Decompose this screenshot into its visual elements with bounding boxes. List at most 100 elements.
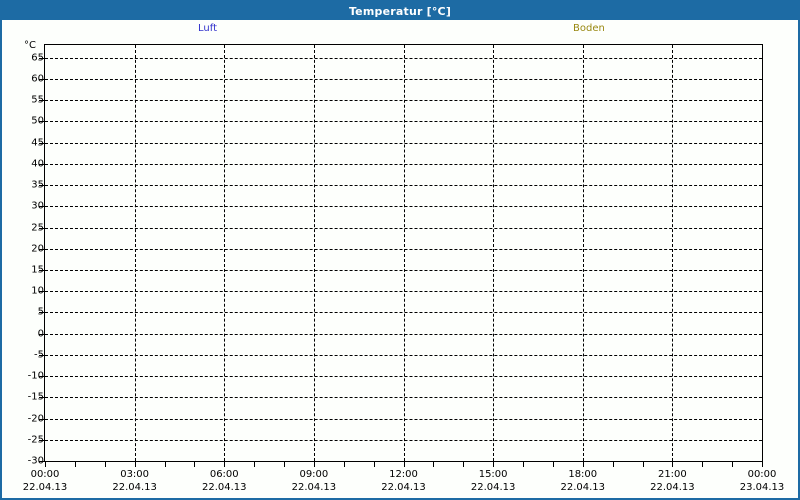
x-axis-tick-minor xyxy=(552,462,554,467)
x-axis-tick-minor xyxy=(343,462,345,467)
y-axis-tick-label: -20 xyxy=(27,413,44,425)
x-axis-tick-time: 09:00 xyxy=(299,469,329,480)
y-axis-tick-mark xyxy=(39,163,44,165)
x-axis-tick-date: 22.04.13 xyxy=(291,482,337,493)
y-axis-tick-label: 50 xyxy=(31,115,44,127)
x-axis-tick-minor xyxy=(284,462,285,467)
y-axis-tick-label: 15 xyxy=(31,264,44,276)
x-axis-tick-major xyxy=(762,462,763,467)
y-axis-tick-mark xyxy=(39,418,44,420)
grid-line-vertical xyxy=(403,45,405,461)
y-axis-tick-label: 10 xyxy=(31,285,44,297)
x-axis-tick-date: 22.04.13 xyxy=(381,482,426,493)
x-axis-tick-time: 06:00 xyxy=(209,469,239,480)
x-axis-tick-minor xyxy=(433,462,435,467)
x-axis-tick-label: 00:00 22.04.13 xyxy=(10,468,80,494)
y-axis-tick-mark xyxy=(39,312,44,314)
x-axis-tick-minor xyxy=(373,462,375,467)
x-axis-tick-label: 12:00 22.04.13 xyxy=(369,468,439,494)
y-axis-tick-mark xyxy=(39,333,44,335)
x-axis-tick-minor xyxy=(523,462,524,467)
y-axis-tick-mark xyxy=(39,121,44,123)
y-axis-tick-label: 45 xyxy=(31,137,44,149)
x-axis-tick-label: 00:00 23.04.13 xyxy=(727,468,797,494)
x-axis-tick-minor xyxy=(74,462,76,467)
x-axis-tick-date: 22.04.13 xyxy=(650,482,695,493)
y-axis-tick-mark xyxy=(39,248,44,250)
x-axis-tick-date: 22.04.13 xyxy=(560,482,606,493)
x-axis-tick-minor xyxy=(642,462,644,467)
x-axis-tick-label: 09:00 22.04.13 xyxy=(279,468,349,494)
x-axis-tick-major xyxy=(493,462,495,467)
x-axis-tick-date: 23.04.13 xyxy=(739,482,785,493)
x-axis-tick-major xyxy=(224,462,226,467)
x-axis-tick-label: 03:00 22.04.13 xyxy=(100,468,170,494)
x-axis-tick-date: 22.04.13 xyxy=(470,482,516,493)
plot-area: °C 65 60 55 50 45 40 35 30 25 20 15 10 5 0 -5 -10 -15 -20… xyxy=(2,36,798,498)
y-axis-tick-label: -30 xyxy=(27,455,44,467)
y-axis-tick-label: 55 xyxy=(31,94,44,106)
y-axis-tick-mark xyxy=(39,376,44,378)
x-axis-tick-minor xyxy=(104,462,106,467)
y-axis: 65 60 55 50 45 40 35 30 25 20 15 10 5 0 -5 -10 -15 -20 -25… xyxy=(2,44,44,467)
y-axis-tick-label: 25 xyxy=(31,222,44,234)
y-axis-tick-mark xyxy=(39,439,44,441)
y-axis-tick-mark xyxy=(39,57,44,59)
y-axis-tick-mark xyxy=(39,142,44,144)
x-axis-tick-label: 21:00 22.04.13 xyxy=(637,468,707,494)
x-axis-tick-major xyxy=(672,462,674,467)
y-axis-tick-label: -25 xyxy=(27,434,44,446)
x-axis-tick-time: 00:00 xyxy=(30,469,60,480)
y-axis-tick-label: 20 xyxy=(31,243,44,255)
x-axis-tick-date: 22.04.13 xyxy=(201,482,247,493)
x-axis-tick-time: 18:00 xyxy=(568,469,598,480)
x-axis-tick-major xyxy=(45,462,46,467)
window-title-bar: Temperatur [°C] xyxy=(2,2,798,20)
y-axis-tick-label: 35 xyxy=(31,179,44,191)
x-axis-tick-minor xyxy=(612,462,614,467)
y-axis-tick-mark xyxy=(39,461,44,462)
y-axis-tick-label: -15 xyxy=(27,391,44,403)
y-axis-tick-label: -10 xyxy=(27,370,44,382)
grid-line-vertical xyxy=(493,45,495,461)
plot-canvas[interactable] xyxy=(44,44,763,462)
y-axis-tick-label: 40 xyxy=(31,158,44,170)
x-axis-tick-date: 22.04.13 xyxy=(22,482,68,493)
grid-line-vertical xyxy=(582,45,584,461)
x-axis-tick-label: 15:00 22.04.13 xyxy=(458,468,528,494)
legend-item-luft[interactable]: Luft xyxy=(198,23,217,34)
y-axis-tick-mark xyxy=(39,100,44,102)
y-axis-tick-mark xyxy=(39,227,44,229)
y-axis-unit-label: °C xyxy=(24,40,36,51)
x-axis-tick-time: 03:00 xyxy=(120,469,150,480)
grid-line-vertical xyxy=(313,45,315,461)
x-axis-tick-minor xyxy=(732,462,734,467)
x-axis-tick-minor xyxy=(702,462,704,467)
x-axis-tick-time: 15:00 xyxy=(478,469,508,480)
x-axis-tick-minor xyxy=(463,462,465,467)
chart-legend: Luft Boden xyxy=(2,20,798,38)
y-axis-tick-label: 65 xyxy=(31,52,44,64)
y-axis-tick-mark xyxy=(39,354,44,356)
y-axis-tick-mark xyxy=(39,397,44,399)
grid-line-vertical xyxy=(672,45,674,461)
y-axis-tick-label: 30 xyxy=(31,200,44,212)
x-axis-tick-minor xyxy=(194,462,196,467)
x-axis-tick-major xyxy=(134,462,136,467)
x-axis-tick-major xyxy=(403,462,405,467)
x-axis-tick-minor xyxy=(164,462,166,467)
y-axis-tick-mark xyxy=(39,185,44,187)
x-axis-tick-label: 06:00 22.04.13 xyxy=(189,468,259,494)
y-axis-tick-mark xyxy=(39,269,44,271)
x-axis-tick-date: 22.04.13 xyxy=(112,482,157,493)
legend-item-boden[interactable]: Boden xyxy=(573,23,605,34)
grid-line-vertical xyxy=(134,45,136,461)
y-axis-tick-mark xyxy=(39,206,44,208)
x-axis-tick-major xyxy=(313,462,315,467)
grid-line-vertical xyxy=(224,45,226,461)
x-axis-tick-minor xyxy=(254,462,256,467)
y-axis-tick-label: 60 xyxy=(31,73,44,85)
x-axis: 00:00 22.04.13 03:00 22.04.13 06:00 22.04.13 0… xyxy=(23,462,784,498)
x-axis-tick-time: 21:00 xyxy=(657,469,687,480)
